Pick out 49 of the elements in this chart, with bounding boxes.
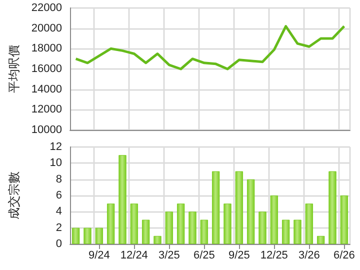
y-tick-label: 4	[56, 206, 62, 218]
bar	[118, 155, 126, 244]
y-tick-label: 22000	[31, 2, 62, 14]
x-tick-label: 12/25	[260, 250, 288, 262]
y-tick-label: 12000	[31, 104, 62, 116]
bar	[282, 220, 290, 244]
y-tick-label: 8	[56, 173, 62, 186]
bar	[176, 204, 185, 244]
x-tick-label: 3/26	[298, 250, 320, 262]
x-tick-label: 3/25	[158, 250, 180, 262]
bar	[95, 228, 104, 244]
line-series	[74, 25, 346, 70]
bar	[270, 196, 278, 244]
x-tick-label: 12/24	[120, 250, 148, 262]
x-tick-label: 6/26	[333, 250, 355, 262]
y-tick-label: 12	[50, 141, 62, 153]
x-tick-label: 9/25	[228, 250, 250, 262]
bar	[305, 204, 314, 244]
bar	[142, 220, 150, 244]
bar	[224, 204, 232, 244]
y-axis-title: 成交宗數	[7, 172, 21, 220]
x-tick-label: 6/25	[193, 250, 215, 262]
bar	[84, 228, 92, 244]
bar	[328, 171, 336, 244]
y-tick-label: 16000	[31, 63, 62, 75]
y-tick-label: 18000	[31, 42, 62, 55]
y-tick-label: 6	[56, 190, 62, 202]
bar	[340, 196, 348, 244]
bar	[294, 220, 302, 244]
bar	[200, 220, 208, 244]
bar	[72, 228, 80, 244]
x-tick-label: 9/24	[88, 250, 110, 262]
y-axis-title: 平均呎價	[7, 45, 21, 93]
y-tick-label: 20000	[31, 22, 62, 34]
bar	[130, 204, 138, 244]
y-tick-label: 10	[50, 157, 62, 170]
y-tick-label: 14000	[31, 83, 62, 96]
bar	[165, 212, 174, 244]
bar	[258, 212, 266, 244]
bar	[235, 171, 244, 244]
bar	[246, 179, 255, 244]
bar	[154, 236, 162, 244]
y-tick-label: 10000	[31, 124, 62, 136]
bar	[316, 236, 325, 244]
bar	[212, 171, 220, 244]
bar	[188, 212, 196, 244]
bar	[106, 204, 115, 244]
y-tick-label: 0	[56, 238, 62, 250]
y-tick-label: 2	[56, 222, 62, 234]
